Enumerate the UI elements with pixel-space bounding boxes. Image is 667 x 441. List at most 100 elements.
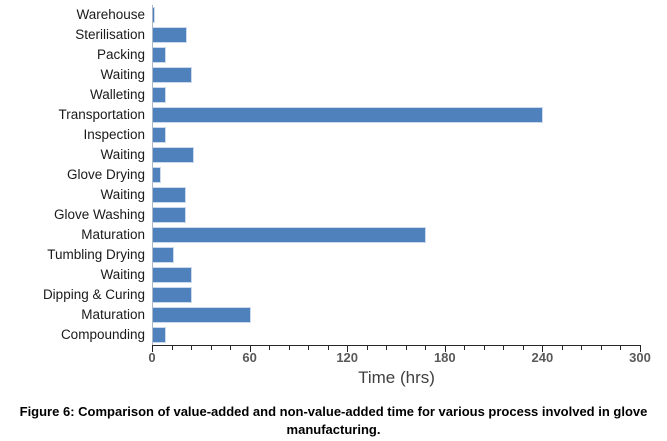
bar-track xyxy=(152,65,667,85)
x-tick-label: 240 xyxy=(531,350,554,365)
x-major-tick xyxy=(347,346,349,352)
bar-compounding xyxy=(153,327,166,343)
chart-row: Tumbling Drying xyxy=(0,245,667,265)
bar-track xyxy=(152,5,667,25)
x-major-tick xyxy=(444,346,446,352)
bar-track xyxy=(152,85,667,105)
x-minor-tick xyxy=(171,346,173,350)
category-label: Maturation xyxy=(81,227,145,242)
category-label: Waiting xyxy=(100,67,145,82)
x-minor-tick xyxy=(425,346,427,350)
category-label: Warehouse xyxy=(76,7,145,22)
chart-row: Waiting xyxy=(0,65,667,85)
x-minor-tick xyxy=(269,346,271,350)
chart-row: Glove Drying xyxy=(0,165,667,185)
x-minor-tick xyxy=(366,346,368,350)
x-tick-label: 0 xyxy=(148,350,156,365)
x-minor-tick xyxy=(503,346,505,350)
chart-row: Walleting xyxy=(0,85,667,105)
category-label: Inspection xyxy=(83,127,145,142)
category-label: Packing xyxy=(96,47,145,62)
bar-track xyxy=(152,125,667,145)
bar-track xyxy=(152,25,667,45)
bar-track xyxy=(152,105,667,125)
x-minor-tick xyxy=(308,346,310,350)
bar-packing xyxy=(153,47,166,63)
x-minor-tick xyxy=(522,346,524,350)
category-label: Glove Drying xyxy=(66,167,145,182)
bar-transportation xyxy=(153,107,544,123)
category-label: Tumbling Drying xyxy=(47,247,145,262)
bar-track xyxy=(152,185,667,205)
bar-walleting xyxy=(153,87,166,103)
bar-glove-drying xyxy=(153,167,162,183)
bar-track xyxy=(152,205,667,225)
category-label: Waiting xyxy=(100,187,145,202)
chart-row: Transportation xyxy=(0,105,667,125)
x-minor-tick xyxy=(483,346,485,350)
bar-waiting xyxy=(153,147,194,163)
chart-rows: Warehouse Sterilisation Packing Waiting Wall… xyxy=(0,5,667,345)
bar-sterilisation xyxy=(153,27,188,43)
x-minor-tick xyxy=(620,346,622,350)
bar-track xyxy=(152,245,667,265)
bar-glove-washing xyxy=(153,207,186,223)
bar-track xyxy=(152,325,667,345)
x-minor-tick xyxy=(581,346,583,350)
x-minor-tick xyxy=(561,346,563,350)
category-label: Walleting xyxy=(89,87,145,102)
bar-track xyxy=(152,305,667,325)
x-minor-tick xyxy=(191,346,193,350)
x-minor-tick xyxy=(230,346,232,350)
figure-caption: Figure 6: Comparison of value-added and … xyxy=(19,404,648,437)
bar-track xyxy=(152,225,667,245)
x-major-tick xyxy=(640,346,641,352)
category-label: Maturation xyxy=(81,307,145,322)
chart-row: Maturation xyxy=(0,225,667,245)
x-minor-tick xyxy=(288,346,290,350)
horizontal-bar-chart: Warehouse Sterilisation Packing Waiting Wall… xyxy=(0,5,667,387)
chart-row: Sterilisation xyxy=(0,25,667,45)
chart-row: Warehouse xyxy=(0,5,667,25)
category-label: Waiting xyxy=(100,147,145,162)
x-minor-tick xyxy=(327,346,329,350)
bar-warehouse xyxy=(153,7,155,23)
category-label: Sterilisation xyxy=(75,27,145,42)
chart-row: Compounding xyxy=(0,325,667,345)
bar-maturation xyxy=(153,227,427,243)
category-label: Dipping & Curing xyxy=(42,287,145,302)
bar-track xyxy=(152,285,667,305)
bar-maturation xyxy=(153,307,251,323)
chart-row: Glove Washing xyxy=(0,205,667,225)
category-label: Transportation xyxy=(58,107,145,122)
chart-row: Packing xyxy=(0,45,667,65)
x-minor-tick xyxy=(386,346,388,350)
x-major-tick xyxy=(542,346,544,352)
x-minor-tick xyxy=(210,346,212,350)
bar-tumbling-drying xyxy=(153,247,175,263)
chart-row: Dipping & Curing xyxy=(0,285,667,305)
category-label: Waiting xyxy=(100,267,145,282)
bar-waiting xyxy=(153,67,193,83)
bar-track xyxy=(152,165,667,185)
x-tick-label: 120 xyxy=(336,350,359,365)
category-label: Glove Washing xyxy=(53,207,145,222)
bar-track xyxy=(152,265,667,285)
category-label: Compounding xyxy=(60,327,145,342)
x-minor-tick xyxy=(600,346,602,350)
bar-track xyxy=(152,145,667,165)
x-minor-tick xyxy=(464,346,466,350)
x-tick-label: 60 xyxy=(242,350,257,365)
bar-waiting xyxy=(153,267,193,283)
bar-inspection xyxy=(153,127,166,143)
chart-row: Inspection xyxy=(0,125,667,145)
x-major-tick xyxy=(249,346,251,352)
bar-track xyxy=(152,45,667,65)
chart-row: Waiting xyxy=(0,185,667,205)
x-axis-title: Time (hrs) xyxy=(358,368,435,387)
x-minor-tick xyxy=(405,346,407,350)
y-axis-line xyxy=(152,5,153,345)
x-axis-line xyxy=(152,345,641,346)
x-major-tick xyxy=(152,346,153,352)
